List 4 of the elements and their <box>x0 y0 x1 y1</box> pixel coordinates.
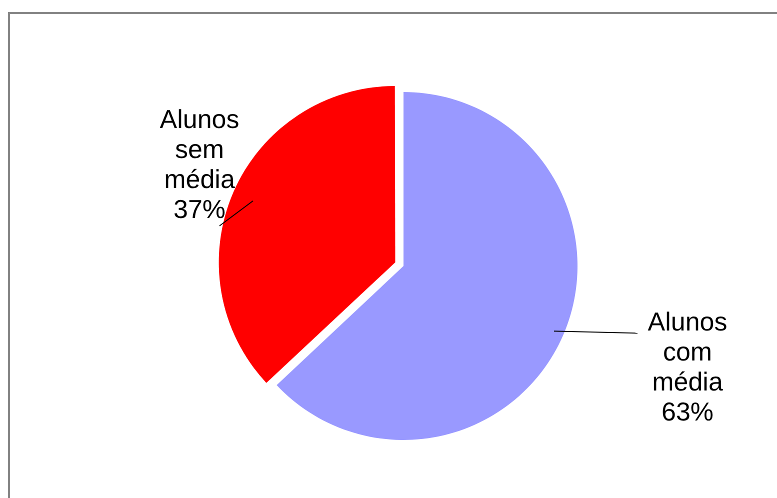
data-label: 37% <box>173 194 226 224</box>
slice-label: Alunos com média <box>648 306 728 396</box>
slice-label: Alunos sem média <box>160 104 240 194</box>
data-label: 63% <box>661 396 714 426</box>
